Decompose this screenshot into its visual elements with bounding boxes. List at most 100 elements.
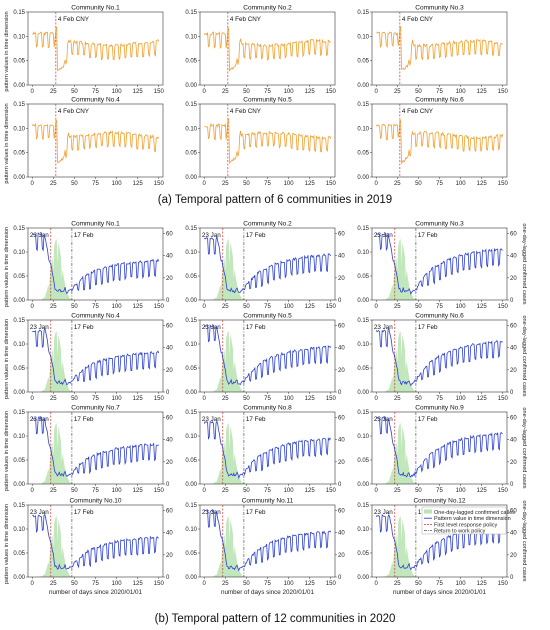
b-panel-7-marker2-label: 17 Feb bbox=[74, 416, 94, 423]
b-panel-1-y2tick-label-2: 40 bbox=[166, 254, 173, 260]
b-panel-7-cases-area bbox=[36, 423, 82, 484]
b-panel-7-xtick-label-3: 75 bbox=[92, 488, 99, 494]
b-panel-10-cases-area bbox=[36, 516, 82, 577]
b-panel-2-y2tick-label-3: 60 bbox=[338, 232, 345, 238]
a-panel-6-title: Community No.6 bbox=[415, 97, 464, 104]
b-panel-5-y2tick-label-0: 0 bbox=[338, 390, 342, 396]
b-panel-5-title: Community No.5 bbox=[243, 313, 292, 320]
b-panel-7-y2tick-label-1: 20 bbox=[166, 460, 173, 466]
a-panel-4-ytick-label-3: 0.15 bbox=[13, 102, 25, 108]
a-panel-4: Community No.4 bbox=[71, 97, 120, 104]
a-panel-1-xtick-label-4: 100 bbox=[112, 89, 123, 95]
a-panel-6-ytick-label-1: 0.05 bbox=[357, 151, 369, 157]
b-panel-1-series-line bbox=[32, 232, 160, 295]
b-panel-7-xtick-label-5: 125 bbox=[133, 488, 144, 494]
b-panel-12-xtick-label-2: 50 bbox=[415, 581, 422, 587]
b-panel-2-ytick-label-1: 0.05 bbox=[185, 274, 197, 280]
a-panel-2-xtick-label-6: 150 bbox=[326, 89, 337, 95]
b-panel-8-xtick-label-5: 125 bbox=[305, 488, 316, 494]
b-panel-10-y2tick-label-2: 40 bbox=[166, 531, 173, 537]
b-panel-5-xtick-label-4: 100 bbox=[284, 396, 295, 402]
b-panel-10-title: Community No.10 bbox=[69, 498, 121, 505]
b-panel-8-ytick-label-2: 0.10 bbox=[185, 434, 197, 440]
a-panel-1-title: Community No.1 bbox=[71, 5, 120, 12]
b-panel-12: Community No.12 bbox=[413, 498, 465, 505]
b-panel-4-ylabel: pattern values in time dimension bbox=[4, 319, 10, 399]
b-panel-7: Community No.7 bbox=[71, 405, 120, 412]
b-panel-9-y2tick-label-2: 40 bbox=[510, 438, 517, 444]
a-panel-2-xtick-label-1: 25 bbox=[222, 89, 229, 95]
b-panel-8-y2tick-label-0: 0 bbox=[338, 482, 342, 488]
b-panel-4-y2tick-label-2: 40 bbox=[166, 346, 173, 352]
b-panel-12-xlabel: number of days since 2020/01/01 bbox=[393, 589, 487, 596]
b-panel-2-xtick-label-4: 100 bbox=[284, 304, 295, 310]
b-panel-7-ytick-label-3: 0.15 bbox=[13, 410, 25, 416]
b-panel-2-xtick-label-0: 0 bbox=[203, 304, 207, 310]
b-panel-3-xtick-label-1: 25 bbox=[394, 304, 401, 310]
a-panel-4-xtick-label-1: 25 bbox=[50, 181, 57, 187]
a-panel-5-ytick-label-2: 0.10 bbox=[185, 126, 197, 132]
a-panel-1-xtick-label-5: 125 bbox=[133, 89, 144, 95]
b-panel-5-xtick-label-2: 50 bbox=[243, 396, 250, 402]
a-panel-2-title: Community No.2 bbox=[243, 5, 292, 12]
b-panel-8-xtick-label-6: 150 bbox=[326, 488, 337, 494]
b-panel-8: Community No.8 bbox=[243, 405, 292, 412]
b-panel-9-ytick-label-2: 0.10 bbox=[357, 434, 369, 440]
b-panel-9-xtick-label-3: 75 bbox=[436, 488, 443, 494]
b-panel-1-xtick-label-6: 150 bbox=[154, 304, 165, 310]
b-panel-7-ytick-label-1: 0.05 bbox=[13, 458, 25, 464]
b-panel-10-xtick-label-1: 25 bbox=[50, 581, 57, 587]
b-panel-10-xtick-label-0: 0 bbox=[31, 581, 35, 587]
b-panel-5-marker1-label: 23 Jan bbox=[202, 324, 221, 331]
b-panel-1-title: Community No.1 bbox=[71, 221, 120, 228]
b-panel-6-y2tick-label-0: 0 bbox=[510, 390, 514, 396]
a-panel-5-ytick-label-0: 0.00 bbox=[185, 175, 197, 181]
a-panel-3-xtick-label-1: 25 bbox=[394, 89, 401, 95]
b-panel-3-ytick-label-0: 0.00 bbox=[357, 298, 369, 304]
b-panel-2-xtick-label-3: 75 bbox=[264, 304, 271, 310]
b-panel-11-xtick-label-5: 125 bbox=[305, 581, 316, 587]
b-panel-1-xtick-label-5: 125 bbox=[133, 304, 144, 310]
b-panel-6-marker2-label: 17 Feb bbox=[418, 324, 438, 331]
b-panel-1-xtick-label-2: 50 bbox=[71, 304, 78, 310]
b-panel-9-xtick-label-1: 25 bbox=[394, 488, 401, 494]
a-panel-6-xtick-label-4: 100 bbox=[456, 181, 467, 187]
b-panel-11-xtick-label-3: 75 bbox=[264, 581, 271, 587]
b-panel-8-cases-area bbox=[208, 423, 254, 484]
a-panel-4-xtick-label-3: 75 bbox=[92, 181, 99, 187]
b-panel-4-xtick-label-0: 0 bbox=[31, 396, 35, 402]
b-panel-4-marker1-label: 23 Jan bbox=[30, 324, 49, 331]
b-panel-11-marker2-label: 17 Feb bbox=[246, 509, 266, 516]
b-panel-12-y2tick-label-2: 40 bbox=[510, 531, 517, 537]
a-panel-3-xtick-label-4: 100 bbox=[456, 89, 467, 95]
a-panel-2-xtick-label-3: 75 bbox=[264, 89, 271, 95]
a-panel-3-ytick-label-3: 0.15 bbox=[357, 10, 369, 16]
b-panel-11: Community No.11 bbox=[242, 498, 294, 505]
b-panel-3: Community No.3 bbox=[415, 221, 464, 228]
a-panel-1-series-line bbox=[32, 26, 160, 72]
b-panel-2-xtick-label-5: 125 bbox=[305, 304, 316, 310]
b-panel-3-xtick-label-0: 0 bbox=[375, 304, 379, 310]
b-panel-7-ytick-label-2: 0.10 bbox=[13, 434, 25, 440]
b-panel-6-xtick-label-4: 100 bbox=[456, 396, 467, 402]
b-panel-12-xtick-label-1: 25 bbox=[394, 581, 401, 587]
a-panel-1-xtick-label-3: 75 bbox=[92, 89, 99, 95]
b-panel-10-xtick-label-6: 150 bbox=[154, 581, 165, 587]
a-panel-5: Community No.5 bbox=[243, 97, 292, 104]
b-panel-4-ytick-label-3: 0.15 bbox=[13, 318, 25, 324]
b-panel-10-y2tick-label-1: 20 bbox=[166, 553, 173, 559]
b-panel-4-xtick-label-1: 25 bbox=[50, 396, 57, 402]
a-panel-2-ytick-label-0: 0.00 bbox=[185, 83, 197, 89]
b-panel-3-y2tick-label-2: 40 bbox=[510, 254, 517, 260]
b-panel-11-xtick-label-4: 100 bbox=[284, 581, 295, 587]
b-panel-3-title: Community No.3 bbox=[415, 221, 464, 228]
a-panel-2-ytick-label-2: 0.10 bbox=[185, 34, 197, 40]
b-panel-4-ytick-label-0: 0.00 bbox=[13, 390, 25, 396]
a-panel-5-xtick-label-2: 50 bbox=[243, 181, 250, 187]
b-panel-3-xtick-label-3: 75 bbox=[436, 304, 443, 310]
a-panel-4-series-line bbox=[31, 119, 160, 164]
b-panel-12-series-line bbox=[375, 513, 503, 571]
b-panel-9-ytick-label-1: 0.05 bbox=[357, 458, 369, 464]
a-panel-4-xtick-label-4: 100 bbox=[112, 181, 123, 187]
b-panel-4-cases-area bbox=[36, 331, 82, 392]
